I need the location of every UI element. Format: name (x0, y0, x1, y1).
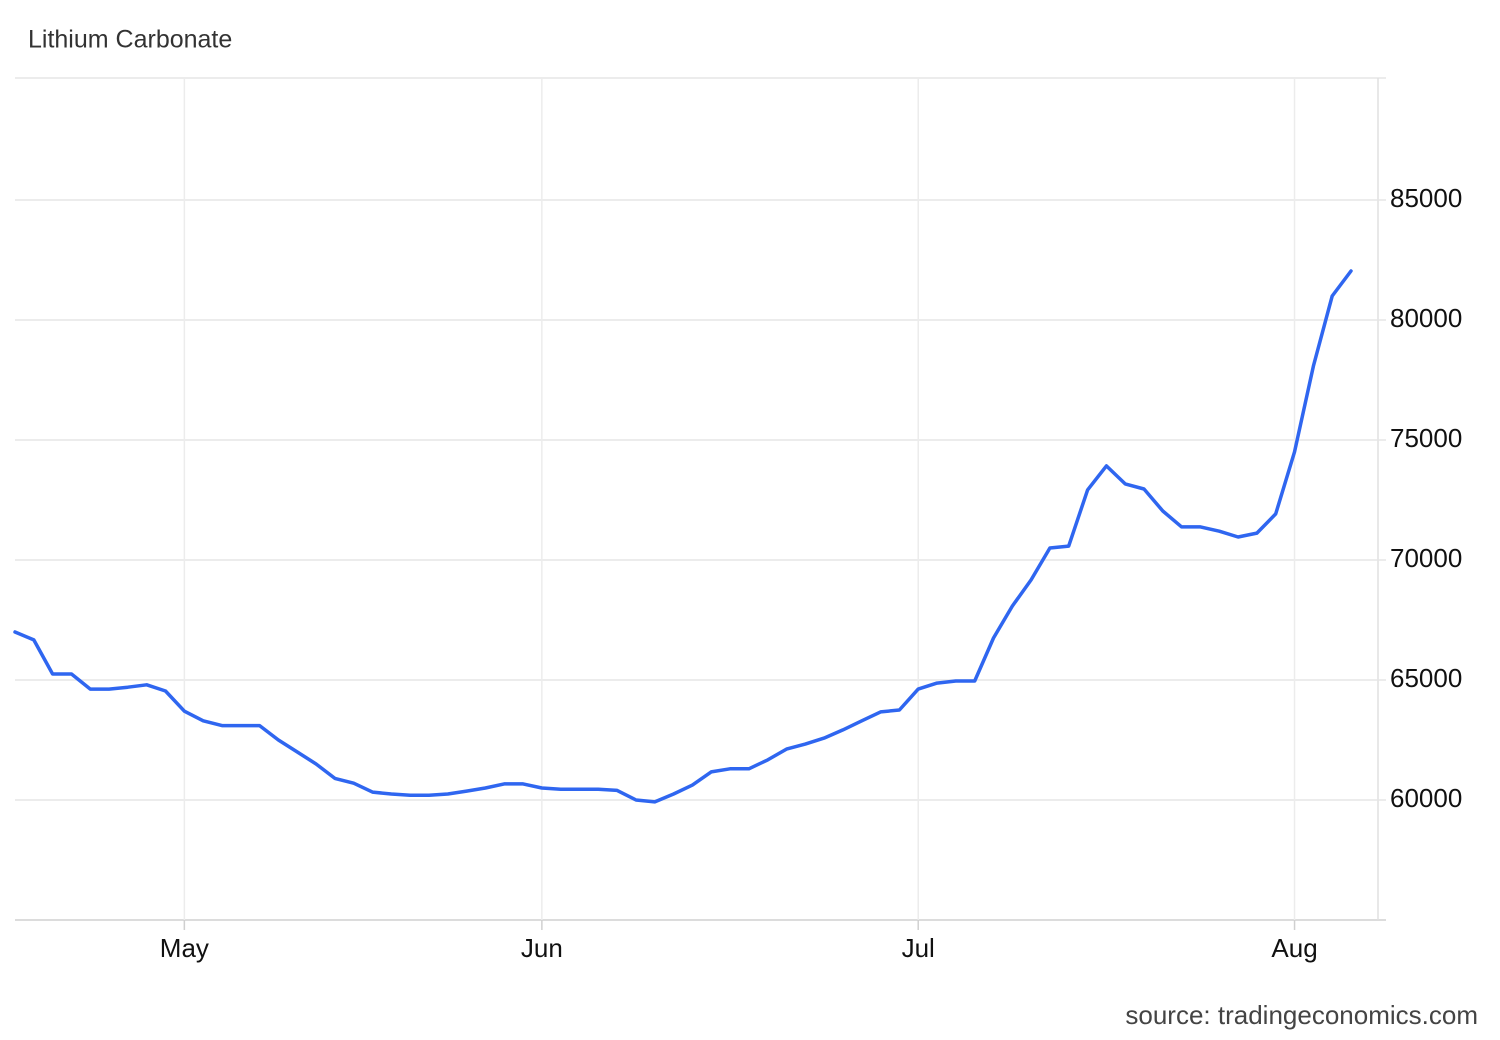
x-tick-label: Jul (902, 933, 935, 963)
y-tick-label: 80000 (1390, 303, 1462, 333)
data-line (13, 269, 1353, 804)
source-note: source: tradingeconomics.com (1125, 1000, 1478, 1030)
y-tick-label: 60000 (1390, 783, 1462, 813)
y-tick-label: 75000 (1390, 423, 1462, 453)
y-tick-label: 70000 (1390, 543, 1462, 573)
x-tick-label: Aug (1271, 933, 1317, 963)
chart-title: Lithium Carbonate (28, 26, 232, 54)
y-tick-label: 85000 (1390, 183, 1462, 213)
y-tick-label: 65000 (1390, 663, 1462, 693)
x-tick-label: Jun (521, 933, 563, 963)
x-tick-label: May (160, 933, 209, 963)
